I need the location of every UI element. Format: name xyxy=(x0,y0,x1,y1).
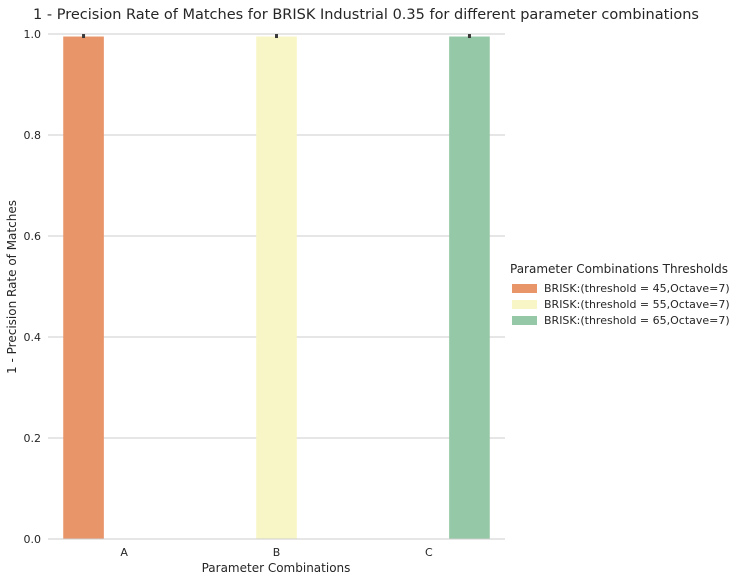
bar xyxy=(449,36,490,540)
x-tick-label: A xyxy=(120,546,128,559)
legend-swatch xyxy=(512,316,537,325)
chart-title: 1 - Precision Rate of Matches for BRISK … xyxy=(33,7,699,23)
x-tick-label: C xyxy=(425,546,433,559)
x-axis-label: Parameter Combinations xyxy=(202,561,351,575)
legend-title: Parameter Combinations Thresholds xyxy=(510,262,728,276)
y-tick-label: 1.0 xyxy=(24,28,42,41)
bar xyxy=(63,36,104,540)
legend-swatch xyxy=(512,284,537,293)
y-tick-label: 0.0 xyxy=(24,533,42,546)
x-axis-ticks: A B C xyxy=(120,546,433,559)
legend: Parameter Combinations Thresholds BRISK:… xyxy=(510,262,730,327)
bar xyxy=(256,36,297,540)
y-axis-ticks: 0.0 0.2 0.4 0.6 0.8 1.0 xyxy=(24,28,42,546)
bars xyxy=(48,34,505,540)
y-tick-label: 0.2 xyxy=(24,432,42,445)
legend-entry: BRISK:(threshold = 65,Octave=7) xyxy=(544,314,730,327)
y-tick-label: 0.6 xyxy=(24,230,42,243)
legend-entry: BRISK:(threshold = 55,Octave=7) xyxy=(544,298,730,311)
y-tick-label: 0.4 xyxy=(24,331,42,344)
x-tick-label: B xyxy=(273,546,281,559)
legend-entry: BRISK:(threshold = 45,Octave=7) xyxy=(544,282,730,295)
legend-swatch xyxy=(512,300,537,309)
y-axis-label: 1 - Precision Rate of Matches xyxy=(5,200,19,374)
y-tick-label: 0.8 xyxy=(24,129,42,142)
